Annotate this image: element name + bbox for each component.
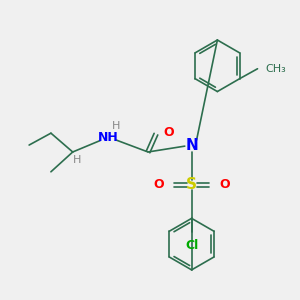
Text: O: O bbox=[153, 178, 164, 191]
Text: H: H bbox=[112, 121, 121, 131]
Text: N: N bbox=[185, 137, 198, 152]
Text: O: O bbox=[219, 178, 230, 191]
Text: H: H bbox=[73, 155, 81, 165]
Text: Cl: Cl bbox=[185, 239, 198, 252]
Text: NH: NH bbox=[98, 130, 119, 144]
Text: O: O bbox=[164, 126, 175, 139]
Text: CH₃: CH₃ bbox=[266, 64, 286, 74]
Text: S: S bbox=[186, 177, 197, 192]
